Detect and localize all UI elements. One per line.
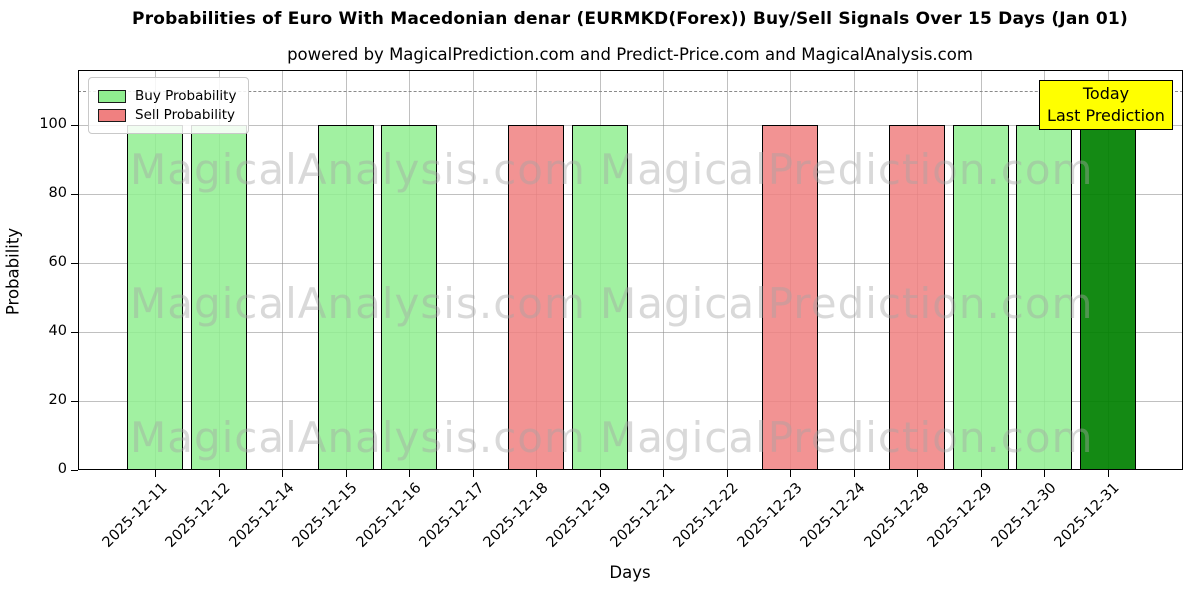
x-tick-mark	[663, 470, 664, 477]
x-tick-label: 2025-12-18	[480, 480, 552, 551]
hgridline	[78, 332, 1183, 334]
legend: Buy Probability Sell Probability	[88, 77, 250, 134]
x-tick-label: 2025-12-30	[988, 480, 1060, 551]
y-tick-label: 0	[57, 461, 67, 477]
x-tick-mark	[536, 470, 537, 477]
x-tick-mark	[726, 470, 728, 477]
bar-sell-2025-12-18	[508, 125, 564, 470]
x-tick-mark	[1044, 470, 1045, 477]
bar-buy-2025-12-16	[381, 125, 437, 470]
bar-buy-2025-12-12	[190, 125, 247, 470]
x-tick-label: 2025-12-23	[734, 480, 806, 551]
legend-item-sell: Sell Probability	[98, 107, 236, 123]
bar-buy-2025-12-29	[952, 125, 1009, 470]
x-tick-label: 2025-12-15	[289, 480, 361, 551]
bar-today-buy-2025-12-31	[1079, 125, 1136, 470]
hgridline	[78, 263, 1183, 265]
bar-buy-2025-12-15	[317, 125, 374, 470]
x-tick-label: 2025-12-16	[353, 480, 425, 551]
x-tick-mark	[218, 470, 220, 477]
hgridline	[78, 194, 1183, 196]
x-tick-label: 2025-12-28	[861, 480, 933, 551]
x-tick-label: 2025-12-12	[162, 480, 234, 551]
y-tick-mark	[71, 470, 78, 471]
sell-swatch-icon	[98, 108, 126, 122]
y-tick-label: 80	[48, 185, 67, 202]
buy-swatch-icon	[98, 89, 126, 103]
watermark-text: MagicalPrediction.com	[600, 413, 1094, 462]
y-tick-label: 100	[39, 116, 67, 133]
legend-label-sell: Sell Probability	[135, 107, 236, 123]
x-axis-label: Days	[609, 563, 651, 582]
x-tick-mark	[599, 470, 601, 477]
chart-title: Probabilities of Euro With Macedonian de…	[132, 9, 1128, 29]
x-tick-mark	[282, 470, 283, 477]
x-tick-label: 2025-12-14	[226, 480, 298, 551]
x-tick-mark	[155, 470, 156, 477]
today-annotation-line1: Today	[1082, 84, 1130, 103]
y-tick-mark	[71, 194, 78, 196]
y-tick-label: 20	[48, 392, 67, 409]
x-tick-label: 2025-12-22	[670, 480, 742, 551]
legend-item-buy: Buy Probability	[98, 88, 236, 104]
hgridline	[78, 125, 1183, 127]
vgridline	[726, 70, 728, 470]
watermark-text: MagicalAnalysis.com	[130, 145, 586, 194]
hgridline	[78, 401, 1183, 403]
today-annotation: Today Last Prediction	[1039, 80, 1173, 130]
y-tick-mark	[71, 263, 78, 265]
x-tick-label: 2025-12-24	[797, 480, 869, 551]
threshold-dashed-line	[78, 90, 1183, 92]
x-tick-label: 2025-12-31	[1051, 480, 1123, 551]
today-annotation-line2: Last Prediction	[1047, 106, 1165, 125]
vgridline	[853, 70, 855, 470]
watermark-text: MagicalAnalysis.com	[130, 413, 586, 462]
vgridline	[472, 70, 474, 470]
vgridline	[282, 70, 283, 470]
bar-buy-2025-12-30	[1016, 125, 1072, 470]
x-tick-mark	[980, 470, 982, 477]
x-tick-mark	[345, 470, 347, 477]
bar-buy-2025-12-19	[571, 125, 628, 470]
y-tick-mark	[71, 332, 78, 334]
chart-subtitle: powered by MagicalPrediction.com and Pre…	[287, 45, 973, 64]
x-tick-label: 2025-12-17	[416, 480, 488, 551]
x-tick-mark	[853, 470, 855, 477]
bar-sell-2025-12-28	[889, 125, 945, 470]
y-tick-mark	[71, 125, 78, 127]
x-tick-mark	[790, 470, 791, 477]
watermark-text: MagicalPrediction.com	[600, 279, 1094, 328]
x-tick-label: 2025-12-21	[607, 480, 679, 551]
y-axis-label: Probability	[3, 227, 23, 316]
y-tick-label: 40	[48, 323, 67, 340]
watermark-text: MagicalAnalysis.com	[130, 279, 586, 328]
bar-sell-2025-12-23	[762, 125, 818, 470]
legend-label-buy: Buy Probability	[135, 88, 237, 104]
plot-area: MagicalAnalysis.com MagicalPrediction.com…	[78, 70, 1183, 470]
watermark-text: MagicalPrediction.com	[600, 145, 1094, 194]
x-tick-mark	[917, 470, 918, 477]
x-tick-mark	[1107, 470, 1109, 477]
x-tick-mark	[472, 470, 474, 477]
x-tick-label: 2025-12-11	[99, 480, 171, 551]
vgridline	[663, 70, 664, 470]
x-tick-label: 2025-12-29	[924, 480, 996, 551]
y-tick-mark	[71, 401, 78, 403]
y-tick-label: 60	[48, 254, 67, 271]
x-tick-mark	[409, 470, 410, 477]
x-tick-label: 2025-12-19	[543, 480, 615, 551]
